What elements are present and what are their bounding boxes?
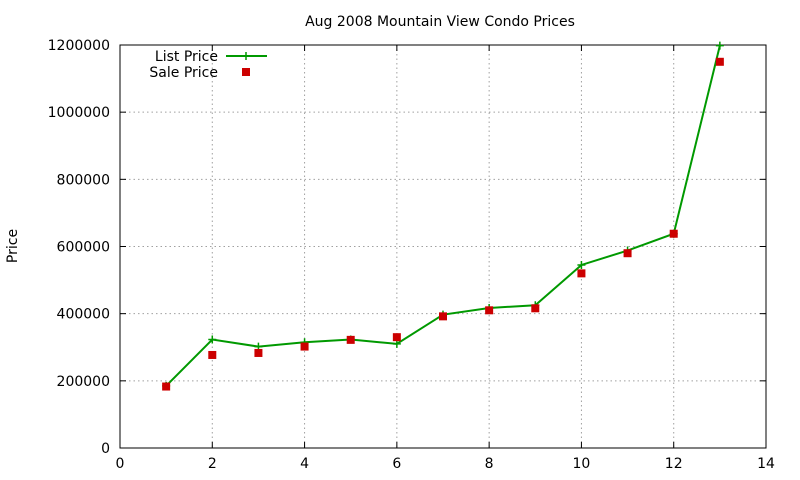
plot-frame <box>119 44 767 449</box>
y-tick-label: 1200000 <box>48 38 110 54</box>
series-marks <box>162 41 724 391</box>
sale-price-point <box>162 382 171 391</box>
axis-ticks: 0 200000 400000 600000 800000 1000000 1200000 0… <box>48 38 775 472</box>
sale-price-point <box>392 333 401 342</box>
list-price-line <box>165 45 721 387</box>
list-price-point <box>208 335 217 344</box>
legend-marker-list-price <box>242 52 250 60</box>
chart-title: Aug 2008 Mountain View Condo Prices <box>305 14 575 30</box>
legend-label-sale-price: Sale Price <box>149 65 218 81</box>
y-tick-label: 1000000 <box>48 105 110 121</box>
sale-price-point <box>577 269 586 278</box>
x-tick-label: 0 <box>116 456 125 472</box>
x-tick-label: 8 <box>485 456 494 472</box>
grid-lines <box>120 45 766 448</box>
sale-price-point <box>485 306 494 315</box>
y-tick-label: 0 <box>101 441 110 457</box>
sale-price-point <box>439 312 447 321</box>
sale-price-point <box>669 229 678 238</box>
sale-price-point <box>531 304 540 313</box>
sale-price-point <box>715 57 724 66</box>
legend-marker-sale-price <box>242 68 250 76</box>
sale-price-point <box>623 249 632 258</box>
y-tick-label: 800000 <box>57 172 110 188</box>
list-price-point <box>577 260 586 269</box>
x-tick-label: 2 <box>208 456 217 472</box>
y-tick-label: 600000 <box>57 240 110 256</box>
y-tick-label: 400000 <box>57 307 110 323</box>
x-tick-label: 6 <box>392 456 401 472</box>
sale-price-point <box>300 342 309 351</box>
sale-price-point <box>346 335 355 344</box>
sale-price-point <box>254 348 263 357</box>
x-tick-label: 12 <box>665 456 683 472</box>
list-price-point <box>392 339 401 348</box>
y-tick-label: 200000 <box>57 374 110 390</box>
legend-label-list-price: List Price <box>155 49 218 65</box>
list-price-point <box>715 41 724 50</box>
sale-price-point <box>208 350 217 359</box>
x-tick-label: 10 <box>573 456 591 472</box>
y-axis-label: Price <box>5 229 21 263</box>
x-tick-label: 14 <box>757 456 775 472</box>
x-tick-label: 4 <box>300 456 309 472</box>
